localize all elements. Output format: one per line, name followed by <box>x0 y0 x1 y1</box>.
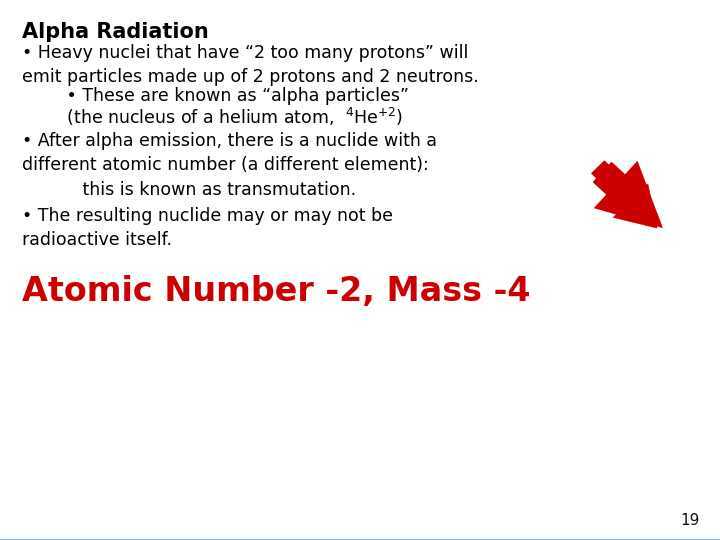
Text: • Heavy nuclei that have “2 too many protons” will
emit particles made up of 2 p: • Heavy nuclei that have “2 too many pro… <box>22 44 479 86</box>
Text: 19: 19 <box>680 513 700 528</box>
Text: (the nucleus of a helium atom,  $\mathregular{^4}$He$\mathregular{^{+2}}$): (the nucleus of a helium atom, $\mathreg… <box>50 106 403 128</box>
Text: Alpha Radiation: Alpha Radiation <box>22 22 209 42</box>
Text: • The resulting nuclide may or may not be
radioactive itself.: • The resulting nuclide may or may not b… <box>22 207 393 249</box>
Text: Atomic Number -2, Mass -4: Atomic Number -2, Mass -4 <box>22 275 531 308</box>
Text: • After alpha emission, there is a nuclide with a
different atomic number (a dif: • After alpha emission, there is a nucli… <box>22 132 437 199</box>
Text: • These are known as “alpha particles”: • These are known as “alpha particles” <box>50 87 409 105</box>
Polygon shape <box>592 161 657 228</box>
